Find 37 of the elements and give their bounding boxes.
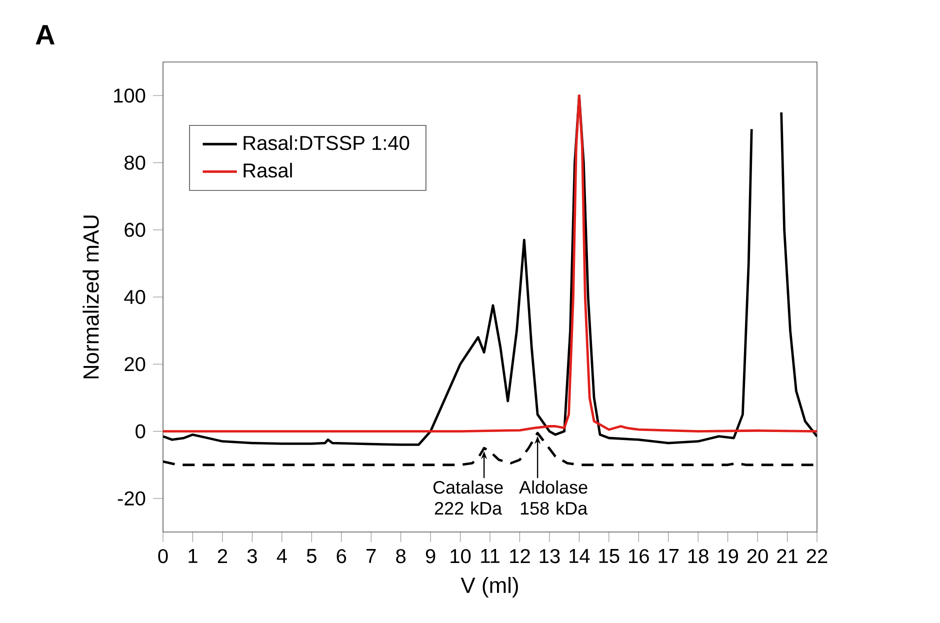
x-tick-label: 17 [658,549,678,563]
x-tick-label: 19 [718,549,738,564]
x-tick-label: 18 [688,549,708,564]
x-tick-label: 22 [806,549,828,564]
x-tick-label: 16 [629,549,649,564]
x-tick-label: 15 [599,549,620,564]
legend-label: Rasal [244,162,292,178]
y-tick-label: 40 [124,290,146,304]
annotation: Aldolase 158 kDa [519,480,588,515]
y-tick-label: 100 [114,88,146,103]
y-axis-title: Normalized mAU [82,216,99,378]
x-tick-label: 3 [247,549,257,564]
y-tick-label: 0 [136,424,146,438]
x-tick-label: 7 [366,549,376,563]
x-tick-label: 8 [396,549,406,564]
x-tick-label: 9 [426,549,436,564]
x-tick-label: 13 [540,549,560,564]
x-tick-label: 20 [747,549,768,564]
x-tick-label: 12 [510,549,530,564]
x-tick-label: 5 [306,549,316,564]
y-tick-label: 80 [124,156,146,170]
y-tick-label: 20 [124,357,146,372]
y-tick-label: -20 [118,491,146,506]
x-tick-label: 11 [481,549,500,563]
x-tick-label: 0 [158,549,168,564]
y-tick-label: 60 [124,222,146,237]
x-axis-title: V (ml) [460,576,518,598]
x-tick-label: 4 [276,549,287,563]
annotation: Catalase 222 kDa [433,480,503,515]
x-tick-label: 14 [570,549,590,563]
x-tick-label: 6 [336,549,346,564]
x-tick-label: 2 [218,549,228,564]
x-tick-label: 10 [450,549,471,564]
x-tick-label: 1 [188,549,198,563]
x-tick-label: 21 [777,549,798,564]
text: A [36,25,55,44]
legend-label: Rasal:DTSSP 1:40 [244,135,410,150]
